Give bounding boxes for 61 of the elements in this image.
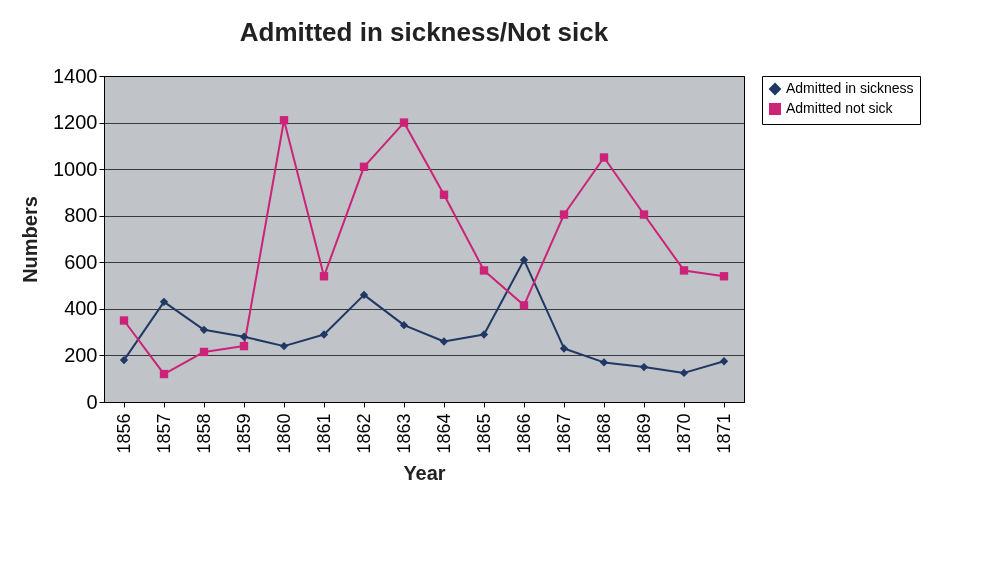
y-tick-label: 800 <box>64 204 98 227</box>
x-tick-label: 1860 <box>273 413 294 454</box>
x-tick-label: 1864 <box>433 413 454 454</box>
x-tick-label: 1869 <box>633 413 654 454</box>
point <box>319 272 329 281</box>
point <box>319 330 329 339</box>
x-tick-label: 1865 <box>473 413 494 454</box>
y-axis-title: Numbers <box>19 196 42 283</box>
point <box>559 210 569 219</box>
x-tick-label: 1866 <box>513 413 534 454</box>
y-tick-label: 400 <box>64 297 98 320</box>
point <box>239 341 249 351</box>
point <box>599 358 609 367</box>
x-tick-label: 1863 <box>393 413 414 454</box>
point <box>679 368 689 378</box>
y-tick-label: 200 <box>64 343 98 366</box>
point <box>159 369 169 379</box>
x-tick-label: 1859 <box>233 413 254 454</box>
point <box>519 255 529 265</box>
point <box>399 118 409 127</box>
legend-label: Admitted not sick <box>786 100 894 116</box>
chart-title: Admitted in sickness/Not sick <box>239 17 609 47</box>
point <box>479 266 489 275</box>
point <box>679 266 689 275</box>
point <box>479 330 489 339</box>
point <box>359 290 369 300</box>
point <box>439 337 449 346</box>
y-tick-label: 1200 <box>53 111 98 134</box>
point <box>199 347 209 357</box>
y-tick-label: 1400 <box>53 64 98 87</box>
x-axis-title: Year <box>403 461 446 484</box>
point <box>119 316 129 325</box>
point <box>239 332 249 341</box>
point <box>439 190 449 199</box>
point <box>399 320 409 330</box>
point <box>159 297 169 307</box>
point <box>559 344 569 353</box>
x-tick-label: 1871 <box>713 413 734 454</box>
point <box>719 357 729 366</box>
y-tick-label: 0 <box>86 390 98 413</box>
point <box>279 341 289 351</box>
y-tick-label: 1000 <box>53 157 98 180</box>
point <box>199 325 209 334</box>
x-tick-label: 1870 <box>673 413 694 454</box>
x-tick-label: 1867 <box>553 413 574 454</box>
x-tick-label: 1856 <box>113 413 134 454</box>
legend-label: Admitted in sickness <box>786 80 914 96</box>
point <box>639 362 649 372</box>
point <box>279 116 289 125</box>
x-tick-label: 1861 <box>313 413 334 454</box>
point <box>639 210 649 219</box>
x-tick-label: 1868 <box>593 413 614 454</box>
point <box>359 162 369 171</box>
x-tick-label: 1858 <box>193 413 214 454</box>
point <box>719 272 729 281</box>
point <box>519 301 529 310</box>
y-tick-label: 600 <box>64 250 98 273</box>
x-tick-label: 1862 <box>353 413 374 454</box>
x-tick-label: 1857 <box>153 413 174 454</box>
point <box>119 355 129 365</box>
point <box>599 153 609 162</box>
